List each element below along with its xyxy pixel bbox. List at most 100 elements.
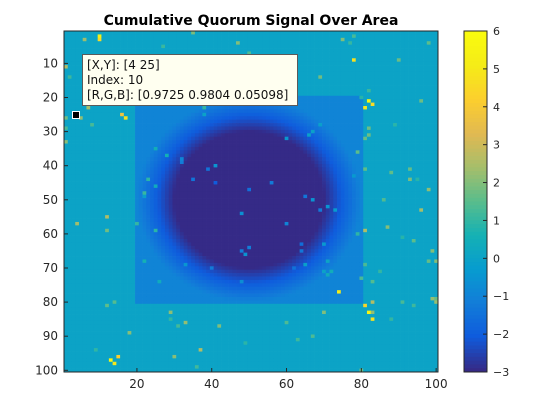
heatmap-cell [299, 75, 304, 80]
heatmap-cell [191, 116, 196, 121]
heatmap-cell [404, 150, 409, 155]
heatmap-cell [426, 75, 431, 80]
heatmap-cell [202, 140, 207, 144]
heatmap-cell [344, 191, 349, 196]
heatmap-cell [344, 126, 349, 131]
heatmap-cell [194, 109, 199, 114]
heatmap-cell [123, 51, 128, 56]
heatmap-cell [423, 75, 428, 80]
heatmap-cell [366, 78, 372, 83]
heatmap-cell [64, 187, 69, 192]
heatmap-cell [228, 31, 233, 35]
heatmap-cell [374, 194, 379, 199]
heatmap-cell [97, 34, 102, 39]
heatmap-cell [161, 150, 166, 155]
heatmap-cell [351, 129, 357, 134]
heatmap-cell [415, 95, 420, 100]
heatmap-cell [295, 194, 300, 199]
heatmap-cell [157, 44, 162, 49]
heatmap-cell [393, 48, 398, 52]
heatmap-cell [224, 126, 229, 131]
heatmap-cell [303, 102, 308, 107]
heatmap-cell [351, 65, 357, 69]
heatmap-cell [75, 44, 80, 49]
heatmap-cell [183, 163, 188, 168]
heatmap-cell [157, 184, 162, 189]
heatmap-cell [423, 143, 428, 148]
heatmap-cell [243, 153, 248, 158]
heatmap-cell [71, 181, 76, 185]
heatmap-cell [404, 167, 409, 172]
heatmap-cell [209, 44, 214, 49]
heatmap-cell [400, 174, 405, 178]
heatmap-cell [78, 41, 84, 45]
heatmap-cell [396, 198, 401, 202]
heatmap-cell [303, 191, 308, 196]
heatmap-cell [370, 65, 375, 69]
heatmap-cell [366, 31, 372, 35]
heatmap-cell [292, 184, 297, 189]
heatmap-cell [411, 54, 416, 59]
heatmap-cell [176, 153, 181, 158]
heatmap-cell [269, 119, 274, 124]
heatmap-cell [434, 136, 439, 141]
heatmap-cell [157, 116, 162, 121]
heatmap-cell [340, 157, 345, 161]
heatmap-cell [209, 146, 214, 151]
heatmap-cell [325, 153, 330, 158]
heatmap-cell [116, 140, 121, 144]
heatmap-cell [322, 181, 327, 185]
heatmap-cell [243, 181, 248, 185]
heatmap-cell [150, 109, 155, 114]
heatmap-cell [355, 198, 360, 202]
heatmap-cell [172, 181, 177, 185]
heatmap-cell [393, 167, 398, 172]
heatmap-cell [78, 106, 84, 110]
heatmap-cell [381, 163, 386, 168]
heatmap-cell [247, 106, 252, 110]
heatmap-cell [168, 143, 173, 148]
heatmap-cell [90, 181, 95, 185]
heatmap-cell [64, 31, 69, 35]
heatmap-cell [366, 177, 372, 182]
heatmap-cell [318, 112, 323, 117]
heatmap-cell [213, 160, 218, 165]
heatmap-cell [251, 129, 256, 134]
heatmap-cell [243, 44, 248, 49]
heatmap-cell [396, 184, 401, 189]
heatmap-cell [243, 140, 248, 144]
heatmap-cell [243, 163, 248, 168]
heatmap-cell [314, 85, 319, 90]
heatmap-cell [325, 99, 330, 103]
heatmap-cell [202, 198, 207, 202]
heatmap-cell [150, 136, 155, 141]
heatmap-cell [247, 48, 252, 52]
heatmap-cell [251, 37, 256, 42]
heatmap-cell [273, 198, 278, 202]
heatmap-cell [389, 129, 394, 134]
heatmap-cell [150, 194, 155, 199]
heatmap-cell [269, 129, 274, 134]
heatmap-cell [307, 82, 312, 86]
heatmap-cell [340, 78, 345, 83]
heatmap-cell [314, 184, 319, 189]
heatmap-cell [262, 116, 267, 121]
heatmap-cell [202, 167, 207, 172]
heatmap-cell [344, 177, 349, 182]
heatmap-cell [168, 153, 173, 158]
heatmap-cell [213, 174, 218, 178]
heatmap-cell [280, 153, 286, 158]
heatmap-cell [187, 34, 192, 39]
heatmap-cell [415, 92, 420, 97]
heatmap-cell [277, 187, 282, 192]
heatmap-cell [351, 119, 357, 124]
heatmap-cell [269, 194, 274, 199]
heatmap-cell [411, 157, 416, 161]
heatmap-cell [176, 44, 181, 49]
heatmap-cell [172, 160, 177, 165]
heatmap-cell [262, 126, 267, 131]
heatmap-cell [239, 150, 244, 155]
heatmap-cell [337, 167, 342, 172]
heatmap-cell [179, 112, 185, 117]
heatmap-cell [292, 174, 297, 178]
